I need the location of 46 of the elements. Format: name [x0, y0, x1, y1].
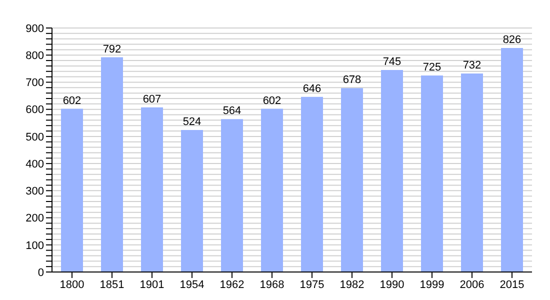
bar: [221, 119, 243, 272]
bar: [501, 48, 523, 272]
x-tick-label: 2006: [460, 278, 484, 291]
data-label: 725: [422, 61, 442, 74]
x-tick-label: 1999: [420, 278, 444, 291]
y-tick-label: 500: [26, 131, 44, 144]
x-tick-label: 1800: [60, 278, 84, 291]
data-label: 646: [302, 82, 322, 95]
data-label: 607: [142, 93, 162, 106]
x-tick-label: 1982: [340, 278, 364, 291]
y-tick-label: 700: [26, 77, 44, 90]
data-label: 826: [502, 34, 522, 46]
y-tick-label: 200: [26, 212, 44, 225]
bar: [61, 108, 83, 272]
y-tick-label: 0: [38, 266, 44, 279]
data-label: 792: [102, 43, 122, 56]
y-tick-label: 600: [26, 104, 44, 116]
bar: [261, 108, 283, 272]
data-label: 602: [62, 94, 82, 107]
bar: [141, 107, 163, 272]
data-label: 678: [342, 74, 362, 86]
data-label: 745: [382, 56, 402, 68]
bar: [301, 96, 323, 272]
x-tick-label: 1962: [220, 278, 244, 291]
bar: [341, 88, 363, 272]
y-tick-label: 800: [26, 50, 44, 62]
y-tick-label: 300: [26, 186, 44, 198]
x-tick-label: 1954: [180, 278, 204, 291]
data-label: 524: [182, 116, 202, 128]
data-label: 732: [462, 60, 482, 72]
x-tick-label: 1975: [300, 278, 324, 291]
y-tick-label: 100: [26, 240, 44, 252]
bar: [101, 57, 123, 272]
x-tick-label: 1990: [380, 278, 404, 291]
bar: [181, 130, 203, 272]
y-tick-label: 400: [26, 158, 44, 170]
data-label: 602: [262, 94, 282, 107]
data-label: 564: [222, 105, 242, 118]
x-tick-label: 1851: [100, 278, 124, 291]
y-tick-label: 900: [26, 22, 44, 35]
x-tick-label: 2015: [500, 278, 524, 291]
bar: [381, 70, 403, 272]
bar: [421, 75, 443, 272]
x-tick-label: 1901: [140, 278, 164, 291]
x-tick-label: 1968: [260, 278, 284, 291]
bar: [461, 74, 483, 272]
